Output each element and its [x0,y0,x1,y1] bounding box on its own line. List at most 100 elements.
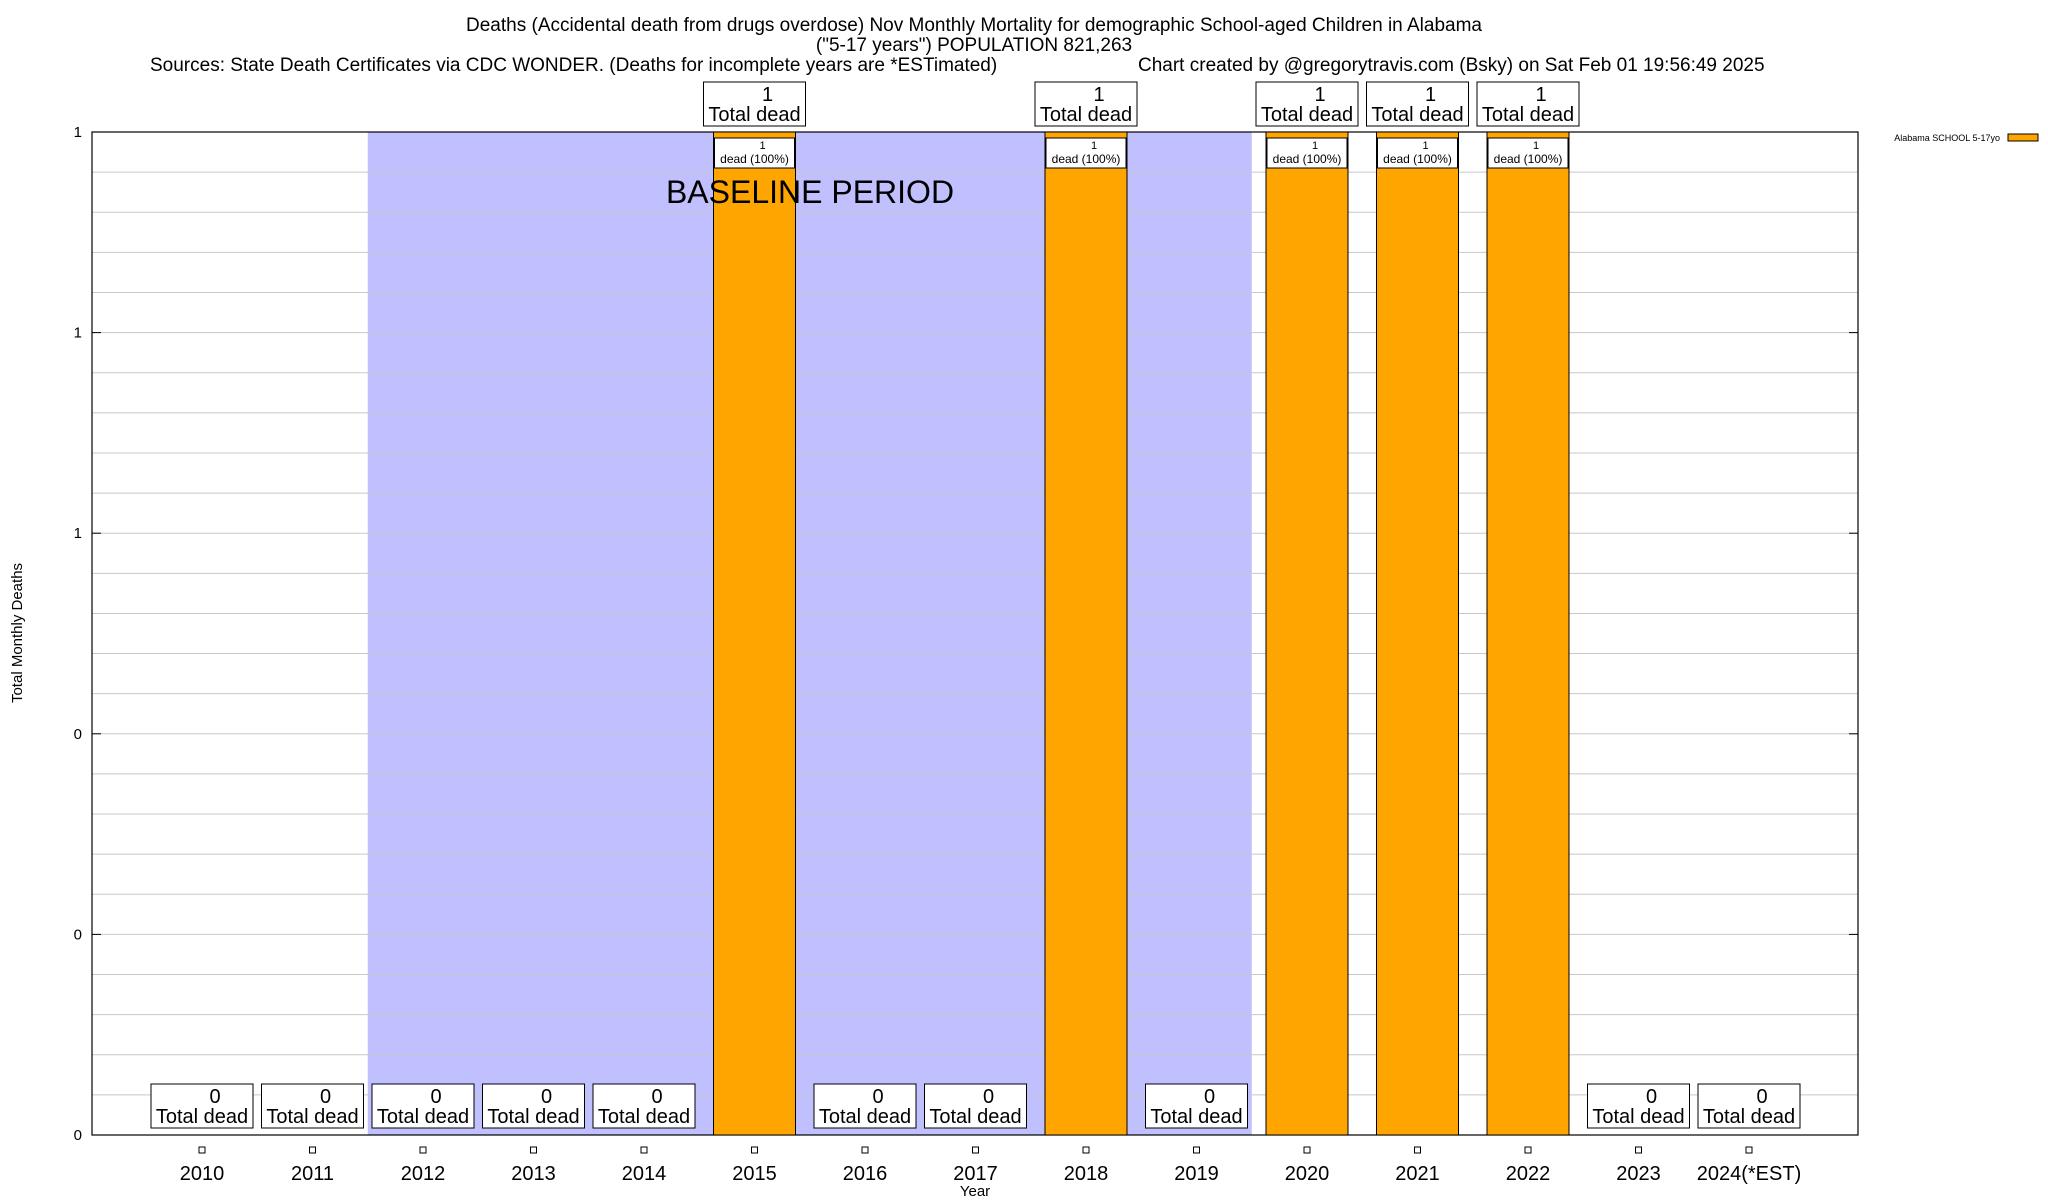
bar-label-box [1045,137,1127,169]
total-dead-label: Total dead [1261,104,1353,126]
y-tick-label: 0 [74,926,82,943]
total-count-label: 1 [1314,84,1325,106]
total-label-box [924,1083,1027,1129]
y-tick-label: 0 [74,1127,82,1144]
x-tick-mark [309,1146,316,1154]
x-tick-mark [198,1146,206,1154]
total-label-box [813,1083,917,1129]
bar-label-box [714,137,795,169]
x-tick-label: 2017 [953,1163,998,1185]
bar-count-label: 1 [1091,140,1097,152]
chart-title-line-1: Deaths (Accidental death from drugs over… [466,15,1482,36]
bar-percent-label: dead (100%) [1052,152,1121,166]
x-tick-mark [751,1146,758,1154]
chart-title-line-2: ("5-17 years") POPULATION 821,263 [816,35,1132,56]
y-tick-label: 1 [74,325,82,342]
legend-label: Alabama SCHOOL 5-17yo [1894,133,2000,143]
x-tick-label: 2010 [180,1163,225,1185]
x-tick-mark [1524,1146,1532,1154]
total-dead-label: Total dead [1482,104,1574,126]
total-dead-label: Total dead [598,1106,690,1128]
total-count-label: 0 [209,1086,220,1108]
chart-sources: Sources: State Death Certificates via CD… [150,55,997,76]
x-ticks-layer: 2010 2011 2012 2013 2014 2015 2016 2017 2018 2019… [180,1146,1802,1185]
x-tick-label: 2021 [1395,1163,1440,1185]
total-dead-label: Total dead [1703,1106,1795,1128]
legend: Alabama SCHOOL 5-17yo [1894,133,2039,143]
bar-count-label: 1 [1533,140,1539,152]
bar [1265,131,1349,1136]
total-count-label: 0 [430,1086,441,1108]
total-dead-label: Total dead [819,1106,911,1128]
total-label-box [1255,81,1359,127]
bar [1044,131,1128,1136]
total-dead-label: Total dead [1150,1106,1242,1128]
x-tick-label: 2022 [1506,1163,1551,1185]
total-label-box [1034,81,1138,127]
y-ticks-layer: 0 0 0 1 1 1 [74,124,1858,1144]
x-tick-label: 2012 [401,1163,446,1185]
total-count-label: 0 [1756,1086,1767,1108]
x-tick-mark [419,1146,427,1154]
total-dead-label: Total dead [266,1106,358,1128]
total-count-label: 1 [1093,84,1104,106]
total-label-box [482,1083,585,1129]
total-dead-label: Total dead [377,1106,469,1128]
x-tick-label: 2024(*EST) [1697,1163,1802,1185]
total-count-label: 0 [983,1086,994,1108]
bar-label-box [1266,137,1348,169]
x-tick-label: 2019 [1174,1163,1219,1185]
total-label-box [371,1083,475,1129]
y-tick-label: 1 [74,525,82,542]
bar-count-label: 1 [1312,140,1318,152]
x-tick-label: 2014 [622,1163,667,1185]
total-count-label: 1 [1535,84,1546,106]
bar [1376,131,1459,1136]
total-count-label: 0 [1646,1086,1657,1108]
bar-percent-label: dead (100%) [720,152,789,166]
bar [1486,131,1570,1136]
x-tick-mark [530,1146,537,1154]
total-label-box [592,1083,696,1129]
bar-label-box [1487,137,1569,169]
x-tick-label: 2013 [511,1163,556,1185]
total-count-label: 0 [651,1086,662,1108]
total-label-box [1145,1083,1248,1129]
bar-percent-label: dead (100%) [1383,152,1452,166]
total-dead-label: Total dead [487,1106,579,1128]
bar [713,131,796,1136]
x-tick-mark [1193,1146,1200,1154]
x-tick-mark [972,1146,979,1154]
baseline-period-label: BASELINE PERIOD [666,174,954,210]
total-count-label: 0 [872,1086,883,1108]
legend-swatch [2007,133,2039,142]
bar-count-label: 1 [759,140,765,152]
x-tick-mark [1303,1146,1311,1154]
y-axis-label: Total Monthly Deaths [9,563,26,703]
total-dead-label: Total dead [1371,104,1463,126]
bar-percent-label: dead (100%) [1494,152,1563,166]
x-tick-label: 2023 [1616,1163,1661,1185]
total-dead-label: Total dead [929,1106,1021,1128]
total-dead-label: Total dead [708,104,800,126]
x-tick-mark [1635,1146,1642,1154]
x-tick-label: 2018 [1064,1163,1109,1185]
bar-percent-label: dead (100%) [1273,152,1342,166]
total-count-label: 0 [541,1086,552,1108]
x-tick-label: 2015 [732,1163,777,1185]
plot-frame [91,131,1859,1136]
x-tick-label: 2016 [843,1163,888,1185]
total-label-box [1697,1083,1801,1129]
x-tick-mark [640,1146,648,1154]
y-tick-label: 1 [74,124,82,141]
x-tick-mark [1414,1146,1421,1154]
total-label-box [703,81,806,127]
total-dead-label: Total dead [1592,1106,1684,1128]
total-dead-label: Total dead [156,1106,248,1128]
total-count-label: 1 [1425,84,1436,106]
y-tick-label: 0 [74,726,82,743]
total-count-label: 1 [762,84,773,106]
x-tick-label: 2011 [291,1163,334,1185]
x-tick-label: 2020 [1285,1163,1330,1185]
